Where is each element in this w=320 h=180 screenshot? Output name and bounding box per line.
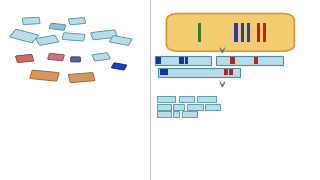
Bar [158,68,240,76]
Bar [205,104,220,110]
Bar [230,57,235,64]
Bar [156,57,161,64]
Bar [157,96,175,102]
FancyBboxPatch shape [68,18,86,25]
Bar [187,104,203,110]
Bar [185,57,188,64]
FancyBboxPatch shape [111,63,127,70]
Bar [229,69,233,75]
FancyBboxPatch shape [16,54,34,63]
Bar [179,57,184,64]
Bar [254,57,258,64]
FancyBboxPatch shape [48,53,64,61]
Bar [157,111,171,117]
Bar [235,23,238,42]
Bar [263,23,266,42]
FancyBboxPatch shape [91,30,117,40]
FancyBboxPatch shape [10,29,38,43]
FancyBboxPatch shape [68,73,95,83]
FancyBboxPatch shape [166,14,294,51]
FancyBboxPatch shape [30,70,59,81]
Bar [164,69,168,75]
Bar [155,56,211,65]
Bar [179,96,194,102]
Bar [257,23,260,42]
Bar [216,56,283,65]
Bar [198,23,202,42]
FancyBboxPatch shape [49,23,66,30]
FancyBboxPatch shape [36,35,59,45]
Bar [197,96,216,102]
Bar [173,104,184,110]
Bar [241,23,244,42]
FancyBboxPatch shape [92,53,110,61]
Bar [247,23,250,42]
FancyBboxPatch shape [71,57,80,62]
Bar [157,104,171,110]
Bar [224,69,228,75]
FancyBboxPatch shape [110,36,132,45]
FancyBboxPatch shape [22,17,40,24]
FancyBboxPatch shape [62,33,85,41]
Bar [182,111,197,117]
Bar [173,111,179,117]
Bar [160,69,164,75]
